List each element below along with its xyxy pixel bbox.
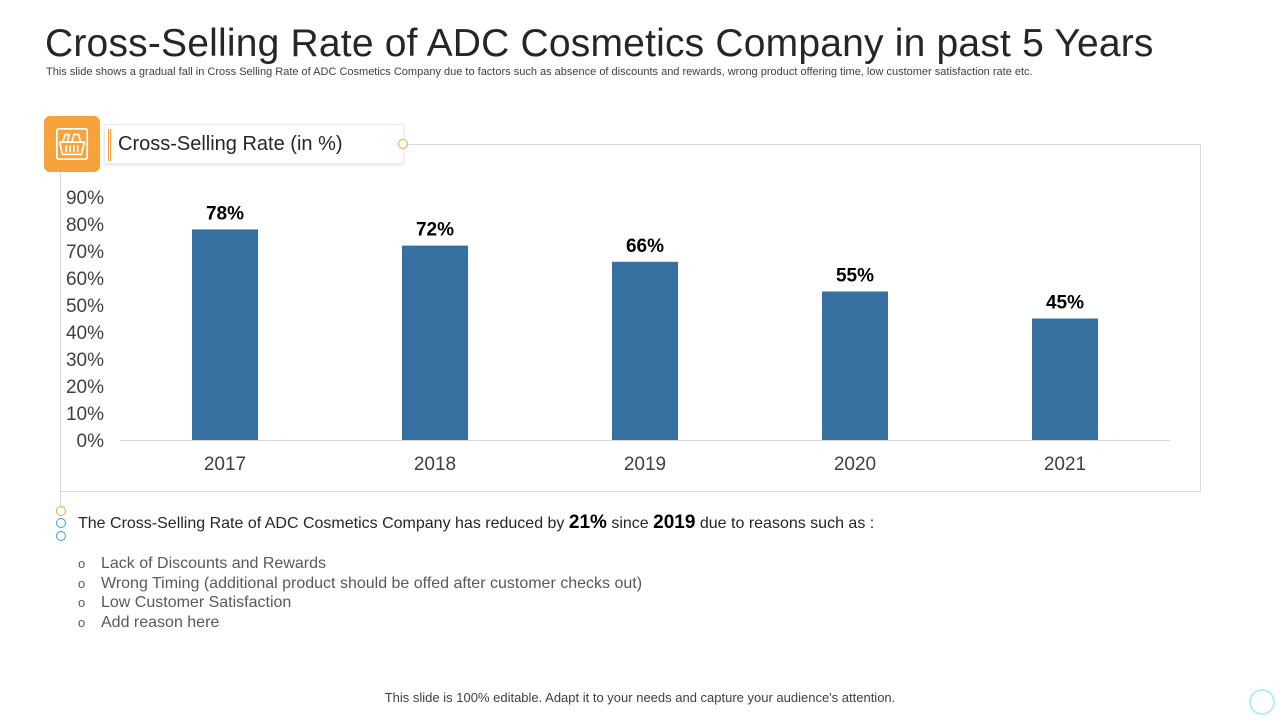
data-label: 72% (416, 220, 454, 241)
x-tick-label: 2018 (414, 454, 456, 475)
x-tick-label: 2017 (204, 454, 246, 475)
data-label: 78% (206, 203, 244, 224)
x-tick-label: 2019 (624, 454, 666, 475)
y-tick-label: 20% (66, 377, 104, 398)
bullet-icon: o (78, 556, 86, 571)
shopping-basket-icon (44, 116, 100, 172)
data-label: 66% (626, 236, 664, 257)
page-subtitle: This slide shows a gradual fall in Cross… (46, 66, 1033, 78)
bar (822, 291, 888, 440)
decor-dot-orange (56, 506, 66, 516)
summary-amount: 21% (568, 512, 607, 533)
bullet-icon: o (78, 595, 86, 610)
summary-year: 2019 (653, 512, 696, 533)
decor-dot-teal (56, 531, 66, 541)
bullet-icon: o (78, 614, 86, 630)
x-tick-label: 2021 (1044, 454, 1086, 475)
summary-text: The Cross-Selling Rate of ADC Cosmetics … (78, 512, 875, 533)
y-tick-label: 60% (66, 269, 104, 290)
data-label: 45% (1046, 293, 1084, 314)
chart-panel (60, 144, 1201, 492)
footer-note: This slide is 100% editable. Adapt it to… (384, 690, 896, 705)
page-title: Cross-Selling Rate of ADC Cosmetics Comp… (45, 22, 1154, 65)
y-tick-label: 0% (77, 431, 105, 452)
connector-dot (398, 139, 408, 149)
list-item: o Lack of Discounts and Rewards (78, 555, 326, 572)
decor-dot-teal (56, 518, 66, 528)
reasons-list: o Lack of Discounts and Rewards o Wrong Ti… (78, 554, 642, 632)
y-tick-label: 80% (66, 215, 104, 236)
bar (1032, 318, 1098, 440)
chart-title-box: Cross-Selling Rate (in %) (104, 124, 404, 164)
corner-circle-icon (1249, 689, 1275, 715)
y-tick-label: 70% (66, 242, 104, 263)
data-label: 55% (836, 266, 874, 287)
y-tick-label: 40% (66, 323, 104, 344)
list-item: o Add reason here (78, 613, 220, 631)
y-tick-label: 30% (66, 350, 104, 371)
y-tick-label: 90% (66, 188, 104, 209)
y-tick-label: 50% (66, 296, 104, 317)
chart-title: Cross-Selling Rate (in %) (118, 133, 343, 155)
bar (402, 245, 468, 440)
x-tick-label: 2020 (834, 454, 876, 475)
list-item: o Low Customer Satisfaction (78, 594, 292, 611)
bar (192, 229, 258, 440)
y-tick-label: 10% (66, 404, 104, 425)
bar (612, 261, 678, 440)
bullet-icon: o (78, 575, 86, 591)
list-item: o Wrong Timing (additional product should… (78, 574, 643, 592)
